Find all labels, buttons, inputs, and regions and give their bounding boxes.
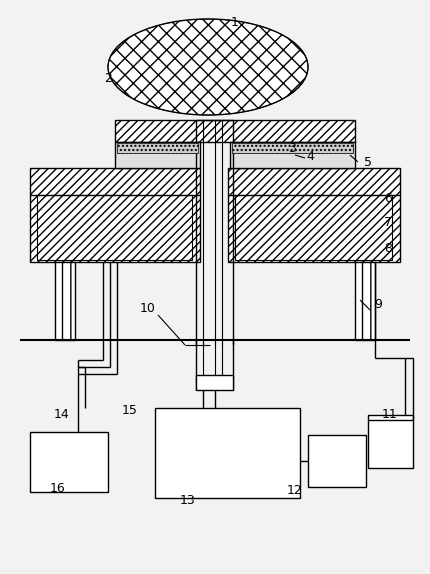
Bar	[30, 432, 108, 492]
Bar	[30, 168, 200, 262]
Text: 14: 14	[54, 409, 70, 421]
Bar	[355, 262, 375, 340]
Bar	[232, 143, 353, 153]
Bar	[55, 262, 75, 340]
Bar	[308, 435, 366, 487]
Text: 2: 2	[104, 72, 112, 84]
Bar	[228, 168, 400, 262]
Bar	[196, 375, 233, 390]
Text: 10: 10	[140, 301, 156, 315]
Text: 1: 1	[231, 15, 239, 29]
Text: 11: 11	[382, 409, 398, 421]
Bar	[115, 120, 355, 142]
Text: 6: 6	[384, 192, 392, 204]
Bar	[155, 408, 300, 498]
Bar	[235, 195, 392, 260]
Text: 13: 13	[180, 494, 196, 506]
Bar	[368, 415, 413, 468]
Text: 9: 9	[374, 298, 382, 312]
Text: 8: 8	[384, 242, 392, 254]
Bar	[115, 142, 200, 168]
Ellipse shape	[108, 19, 308, 115]
Text: 5: 5	[364, 156, 372, 169]
Text: 12: 12	[287, 483, 303, 497]
Text: 16: 16	[50, 482, 66, 494]
Text: 15: 15	[122, 404, 138, 417]
Bar	[117, 143, 198, 153]
Text: 3: 3	[288, 142, 296, 154]
Text: 4: 4	[306, 150, 314, 164]
Bar	[37, 195, 192, 260]
Bar	[230, 142, 355, 168]
Text: 7: 7	[384, 215, 392, 228]
